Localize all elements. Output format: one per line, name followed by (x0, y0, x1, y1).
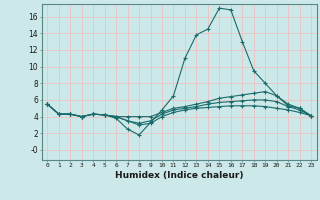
X-axis label: Humidex (Indice chaleur): Humidex (Indice chaleur) (115, 171, 244, 180)
